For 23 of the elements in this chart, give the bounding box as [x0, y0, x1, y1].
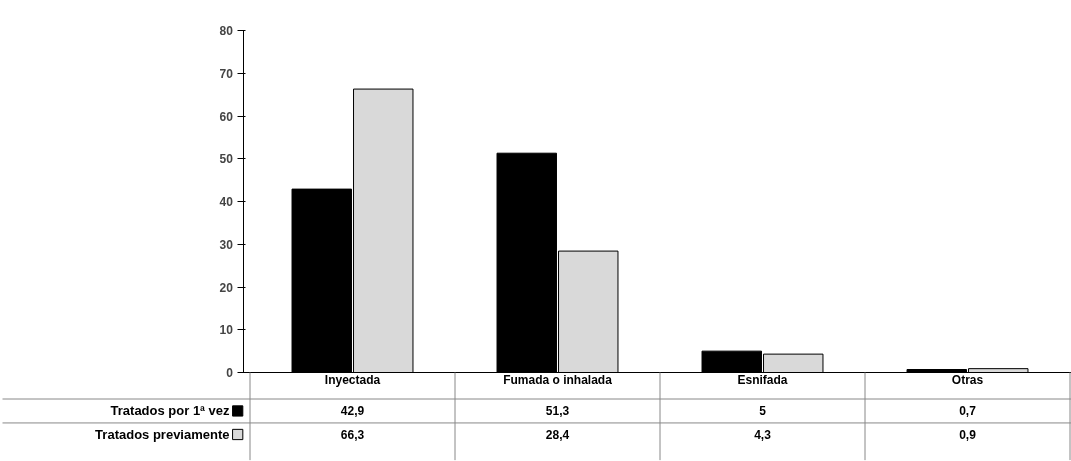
data-label: 5	[759, 404, 767, 419]
y-tick-label: 50	[219, 152, 234, 167]
y-tick-label: 0	[226, 366, 234, 380]
y-tick-label: 60	[219, 109, 234, 124]
x-tick-label: Fumada o inhalada	[503, 373, 613, 388]
data-label: 0,7	[959, 404, 977, 419]
x-tick-label: Esnifada	[737, 373, 788, 388]
x-tick-label: Otras	[951, 373, 984, 388]
data-label: 0,9	[959, 427, 977, 442]
y-tick-label: 40	[219, 195, 234, 209]
y-tick-label: 30	[219, 237, 234, 252]
y-tick-label: 80	[219, 24, 234, 38]
data-label: 51,3	[545, 404, 570, 419]
y-tick-label: 70	[219, 66, 234, 81]
legend-label: Tratados previamente	[95, 426, 230, 442]
legend-label: Tratados por 1ª vez	[110, 403, 230, 419]
data-label: 66,3	[340, 427, 365, 442]
data-label: 4,3	[754, 427, 772, 442]
y-tick-label: 10	[219, 323, 234, 338]
x-tick-label: Inyectada	[324, 373, 381, 388]
y-tick-label: 20	[219, 280, 234, 295]
data-label: 28,4	[545, 427, 570, 442]
data-label: 42,9	[340, 404, 365, 419]
